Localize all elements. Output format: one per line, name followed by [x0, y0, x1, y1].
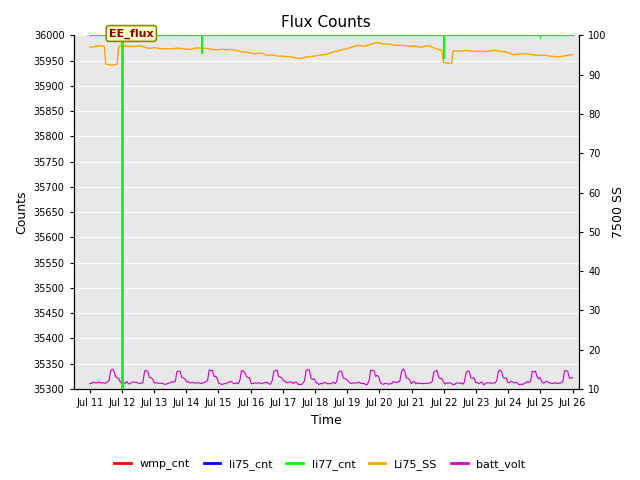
- Li75_SS: [569, 52, 577, 58]
- Y-axis label: Counts: Counts: [15, 191, 28, 234]
- Li75_SS: [385, 41, 392, 47]
- Line: Li75_SS: Li75_SS: [90, 43, 573, 65]
- batt_volt: [496, 367, 504, 373]
- Li75_SS: [88, 44, 95, 50]
- li77_cnt: [545, 33, 552, 38]
- Text: EE_flux: EE_flux: [109, 28, 154, 38]
- Line: batt_volt: batt_volt: [90, 369, 573, 385]
- Y-axis label: 7500 SS: 7500 SS: [612, 186, 625, 238]
- Li75_SS: [527, 51, 534, 57]
- li77_cnt: [198, 33, 205, 38]
- batt_volt: [399, 366, 407, 372]
- li77_cnt: [335, 33, 342, 38]
- Li75_SS: [108, 62, 116, 68]
- li77_cnt: [179, 33, 186, 38]
- batt_volt: [86, 381, 93, 387]
- batt_volt: [373, 372, 381, 378]
- X-axis label: Time: Time: [311, 414, 342, 427]
- Legend: wmp_cnt, li75_cnt, li77_cnt, Li75_SS, batt_volt: wmp_cnt, li75_cnt, li77_cnt, Li75_SS, ba…: [110, 455, 530, 474]
- li77_cnt: [569, 33, 577, 38]
- Li75_SS: [496, 48, 504, 54]
- Li75_SS: [86, 44, 93, 50]
- batt_volt: [375, 374, 383, 380]
- li77_cnt: [530, 33, 538, 38]
- batt_volt: [88, 381, 95, 386]
- Li75_SS: [376, 40, 384, 46]
- Title: Flux Counts: Flux Counts: [282, 15, 371, 30]
- batt_volt: [569, 375, 577, 381]
- Li75_SS: [373, 40, 381, 46]
- batt_volt: [383, 381, 390, 386]
- li77_cnt: [86, 33, 93, 38]
- Li75_SS: [375, 40, 383, 46]
- li77_cnt: [374, 33, 381, 38]
- batt_volt: [362, 382, 370, 388]
- batt_volt: [527, 379, 534, 384]
